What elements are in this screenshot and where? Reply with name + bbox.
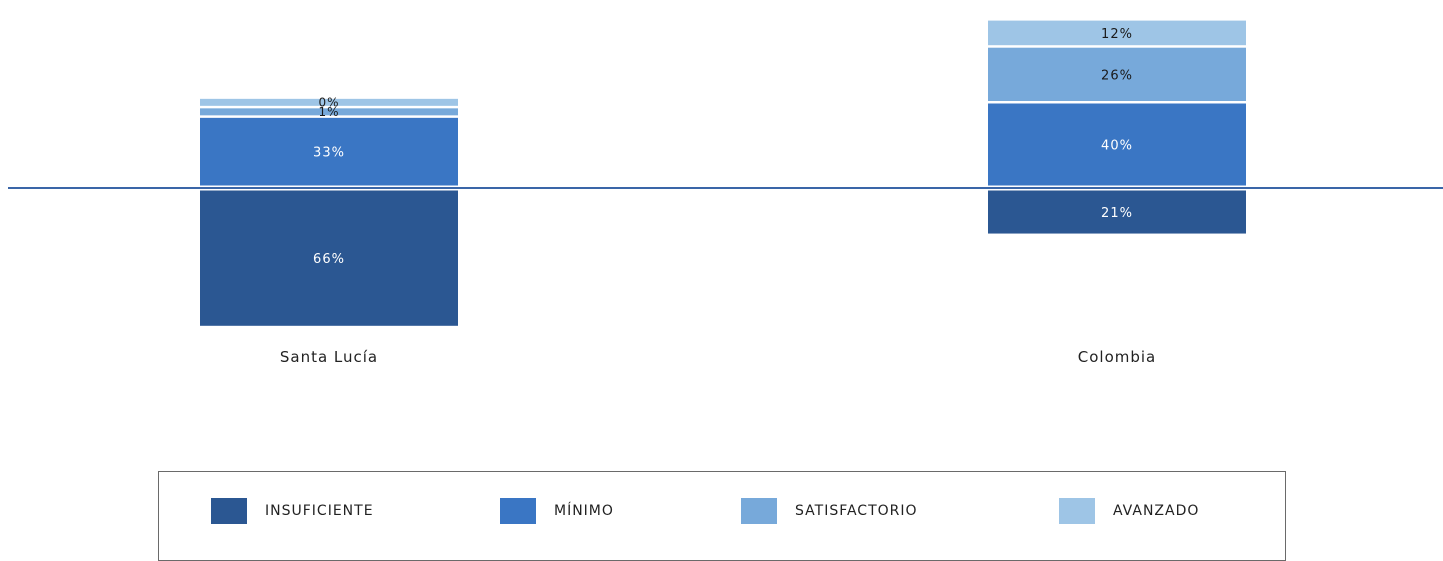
data-label-santa-lucia-satisfactorio: 1% [318,105,339,119]
bar-colombia-satisfactorio [988,47,1246,101]
data-label-santa-lucia-avanzado: 0% [318,95,339,109]
legend-label-minimo: MÍNIMO [554,503,614,519]
bar-colombia-avanzado [988,20,1246,46]
data-label-colombia-satisfactorio: 26% [1101,68,1133,83]
data-label-santa-lucia-insuficiente: 66% [313,252,345,267]
category-label-santa-lucia: Santa Lucía [280,348,378,366]
data-label-colombia-minimo: 40% [1101,139,1133,154]
legend-swatch-minimo [500,498,536,524]
legend-label-satisfactorio: SATISFACTORIO [795,503,918,519]
chart-legend: INSUFICIENTE MÍNIMO SATISFACTORIO AVANZA… [158,471,1286,561]
category-label-colombia: Colombia [1078,348,1157,366]
bar-santa-lucia-minimo [200,117,458,186]
legend-item-avanzado: AVANZADO [1059,498,1199,524]
bar-santa-lucia-satisfactorio [200,108,458,116]
legend-item-minimo: MÍNIMO [500,498,614,524]
legend-label-avanzado: AVANZADO [1113,503,1200,519]
data-label-santa-lucia-minimo: 33% [313,146,345,161]
data-label-colombia-insuficiente: 21% [1101,206,1133,221]
stacked-bar-chart: 66% 33% 1%0% Santa Lucía 21% 40% 26% 12% Colombi… [8,20,1443,366]
legend-swatch-satisfactorio [741,498,777,524]
legend-swatch-insuficiente [211,498,247,524]
bar-santa-lucia-insuficiente [200,190,458,326]
legend-swatch-avanzado [1059,498,1095,524]
data-label-colombia-avanzado: 12% [1101,27,1133,42]
legend-item-satisfactorio: SATISFACTORIO [741,498,918,524]
legend-item-insuficiente: INSUFICIENTE [211,498,374,524]
legend-label-insuficiente: INSUFICIENTE [265,503,374,519]
bar-colombia-minimo [988,103,1246,186]
bar-colombia-insuficiente [988,190,1246,234]
bar-santa-lucia-avanzado [200,98,458,106]
